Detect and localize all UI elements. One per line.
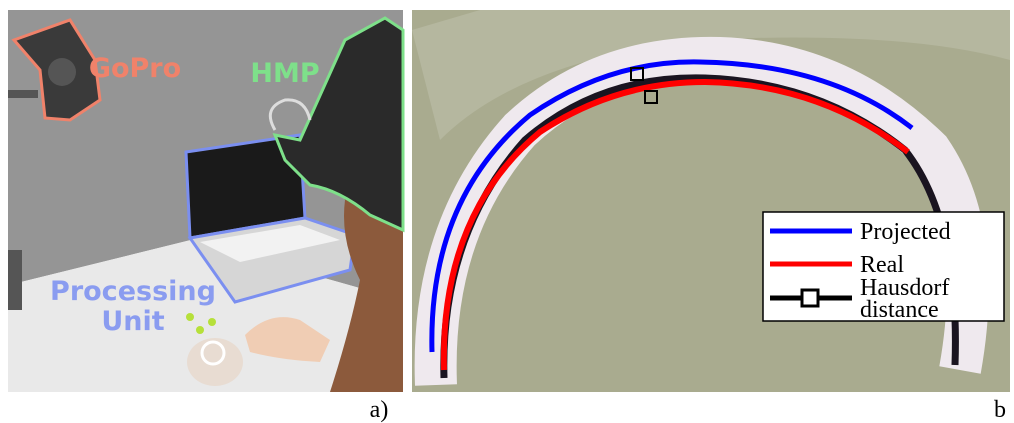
panel-label: b [994, 397, 1006, 423]
marker [186, 313, 194, 321]
marker [208, 318, 216, 326]
mount-arm [8, 90, 38, 98]
controller [187, 338, 243, 386]
panel-label: a) [370, 397, 389, 423]
annotation: HMP [250, 58, 319, 89]
annotation: GoPro [89, 53, 181, 84]
legend-label: distance [860, 297, 939, 323]
legend-marker [802, 290, 818, 306]
annotation: Processing [50, 276, 216, 307]
figure: GoPro HMP ProcessingUnit a) ProjectedRealH… [0, 0, 1014, 423]
legend-label: Projected [860, 219, 951, 245]
mount-pole [8, 250, 22, 310]
annotation: Unit [101, 306, 164, 337]
marker [196, 326, 204, 334]
gopro-lens [48, 58, 76, 86]
